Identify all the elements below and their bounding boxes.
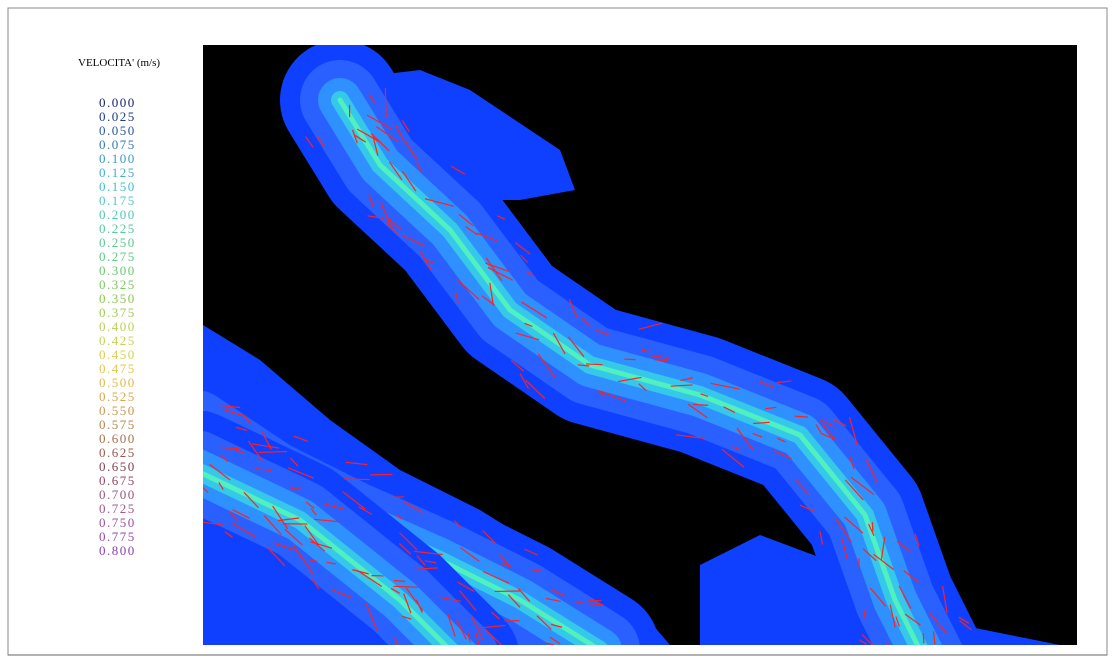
legend-label: 0.275 (99, 249, 136, 264)
legend-label: 0.400 (99, 319, 136, 334)
legend-title: VELOCITA' (m/s) (78, 57, 160, 69)
legend-label: 0.125 (99, 165, 136, 180)
legend-label: 0.550 (99, 403, 136, 418)
legend-label: 0.675 (99, 473, 136, 488)
legend-label: 0.600 (99, 431, 136, 446)
legend-label: 0.500 (99, 375, 136, 390)
legend-label: 0.300 (99, 263, 136, 278)
figure: VELOCITA' (m/s) 0.0000.0250.0500.0750.10… (0, 0, 1115, 662)
page: VELOCITA' (m/s) 0.0000.0250.0500.0750.10… (0, 0, 1115, 662)
legend-label: 0.325 (99, 277, 136, 292)
legend-label: 0.625 (99, 445, 136, 460)
legend-label: 0.075 (99, 137, 136, 152)
legend-label: 0.450 (99, 347, 136, 362)
legend-label: 0.750 (99, 515, 136, 530)
legend-label: 0.725 (99, 501, 136, 516)
legend-label: 0.775 (99, 529, 136, 544)
legend: 0.0000.0250.0500.0750.1000.1250.1500.175… (99, 95, 136, 558)
legend-label: 0.575 (99, 417, 136, 432)
legend-label: 0.050 (99, 123, 136, 138)
legend-label: 0.100 (99, 151, 136, 166)
legend-label: 0.000 (99, 95, 136, 110)
velocity-arrow (624, 359, 635, 360)
legend-label: 0.025 (99, 109, 136, 124)
legend-label: 0.425 (99, 333, 136, 348)
legend-label: 0.700 (99, 487, 136, 502)
velocity-arrow (344, 479, 370, 480)
legend-label: 0.350 (99, 291, 136, 306)
velocity-arrow (462, 656, 488, 662)
legend-label: 0.200 (99, 207, 136, 222)
velocity-arrow (291, 488, 302, 489)
legend-label: 0.175 (99, 193, 136, 208)
velocity-arrow (923, 633, 924, 643)
legend-label: 0.250 (99, 235, 136, 250)
legend-label: 0.475 (99, 361, 136, 376)
velocity-arrow (586, 364, 603, 365)
velocity-arrow (385, 88, 386, 117)
legend-label: 0.375 (99, 305, 136, 320)
legend-label: 0.800 (99, 543, 136, 558)
legend-label: 0.650 (99, 459, 136, 474)
legend-label: 0.225 (99, 221, 136, 236)
legend-label: 0.525 (99, 389, 136, 404)
legend-label: 0.150 (99, 179, 136, 194)
